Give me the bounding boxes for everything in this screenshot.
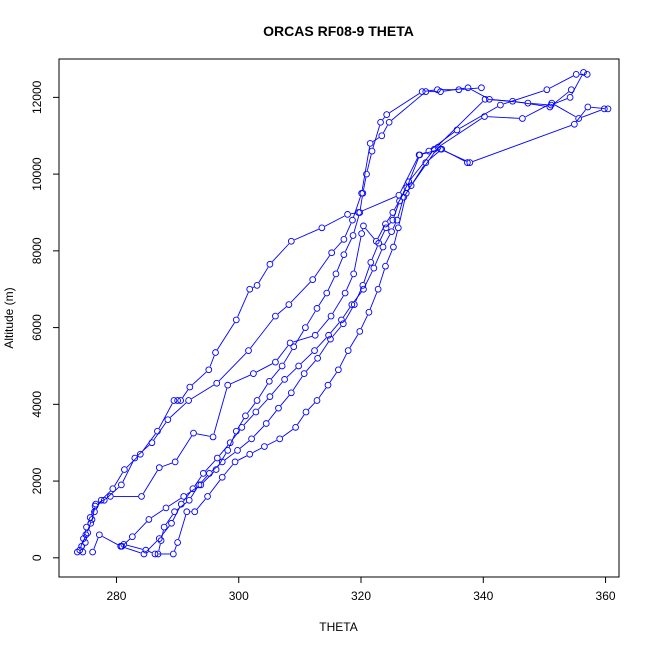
x-tick-label: 340: [473, 589, 493, 603]
x-tick-label: 360: [596, 589, 616, 603]
y-tick-label: 4000: [30, 391, 44, 418]
y-tick-label: 12000: [30, 80, 44, 114]
chart-title: ORCAS RF08-9 THETA: [263, 23, 414, 39]
x-axis-label: THETA: [319, 620, 357, 634]
x-tick-label: 280: [106, 589, 126, 603]
y-tick-label: 10000: [30, 157, 44, 191]
y-tick-label: 0: [30, 554, 44, 561]
y-tick-label: 8000: [30, 237, 44, 264]
series-line-segment: [253, 287, 254, 288]
y-axis-label: Altitude (m): [2, 287, 16, 348]
x-tick-label: 300: [229, 589, 249, 603]
x-tick-label: 320: [351, 589, 371, 603]
y-tick-label: 6000: [30, 314, 44, 341]
y-tick-label: 2000: [30, 467, 44, 494]
